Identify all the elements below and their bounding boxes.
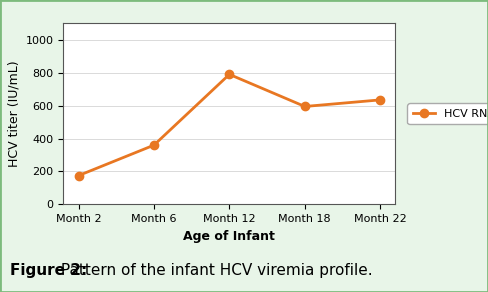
Y-axis label: HCV titer (IU/mL): HCV titer (IU/mL) <box>7 60 20 167</box>
Text: Figure 2:: Figure 2: <box>10 263 87 278</box>
Legend: HCV RNA: HCV RNA <box>407 103 488 124</box>
X-axis label: Age of Infant: Age of Infant <box>183 230 275 243</box>
Text: Pattern of the infant HCV viremia profile.: Pattern of the infant HCV viremia profil… <box>56 263 373 278</box>
